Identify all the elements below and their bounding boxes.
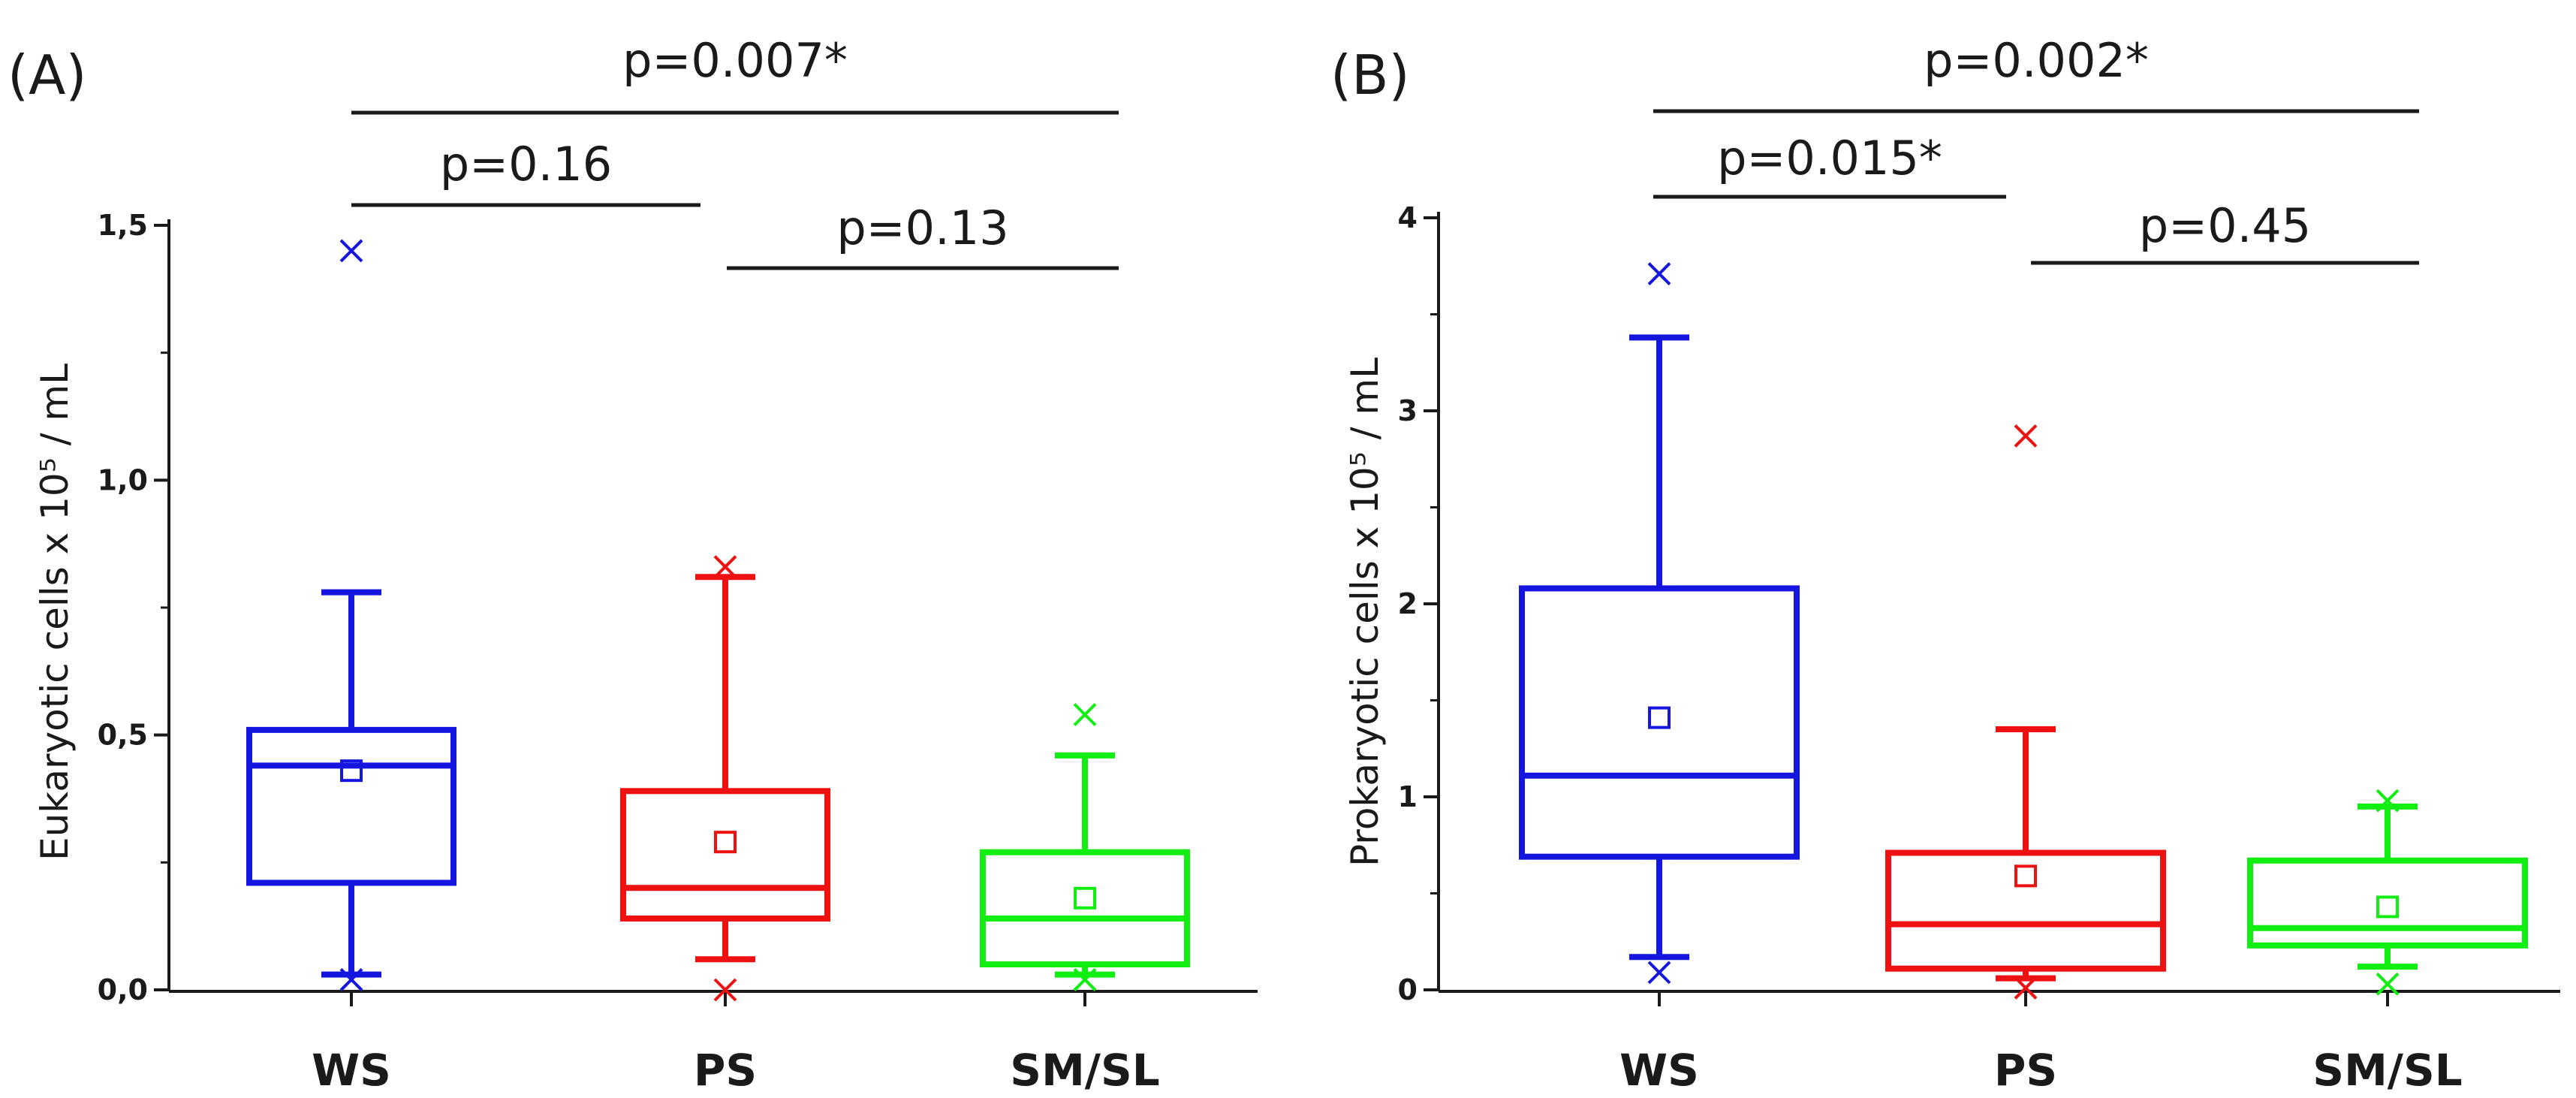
box-sm-sl [980, 703, 1190, 991]
y-tick-label: 1 [1398, 780, 1418, 813]
outlier-stroke [1647, 262, 1671, 285]
outlier-marker [2014, 424, 2038, 448]
box-body [1519, 585, 1800, 860]
outlier-marker [2376, 789, 2400, 813]
outlier-marker [713, 978, 737, 1002]
x-tick-label: SM/SL [2312, 1045, 2462, 1096]
outlier-stroke [1073, 968, 1097, 991]
outlier-stroke [713, 555, 737, 579]
y-tick-label: 0 [1398, 973, 1418, 1006]
mean-marker [2014, 864, 2037, 888]
mean-marker [1074, 886, 1096, 909]
p-value-label: p=0.16 [440, 137, 612, 192]
outlier-marker [339, 239, 363, 263]
outlier-stroke [339, 968, 363, 991]
outlier-marker [1073, 703, 1097, 726]
y-tick-label: 0,0 [98, 973, 148, 1006]
y-tick-label: 2 [1398, 587, 1418, 620]
outlier-marker [713, 555, 737, 579]
outlier-marker [1073, 968, 1097, 991]
x-tick-label: SM/SL [1010, 1045, 1159, 1096]
box-body [246, 726, 456, 886]
x-tick-label: WS [312, 1045, 391, 1096]
box-ws [246, 239, 456, 991]
y-tick-label: 1,0 [98, 463, 148, 496]
box-body [980, 849, 1190, 968]
panel-b: (B) 0 1 2 3 4 Prokaryotic cells x 10⁵ / mL WS PS… [1330, 33, 2560, 1096]
box-ps [1885, 424, 2166, 1000]
x-tick-label: WS [1619, 1045, 1699, 1096]
y-tick-label: 4 [1398, 201, 1418, 234]
panel-label: (B) [1330, 44, 1410, 107]
outlier-stroke [2014, 976, 2038, 1000]
y-axis-title: Prokaryotic cells x 10⁵ / mL [1343, 357, 1387, 867]
p-value-label: p=0.002* [1924, 33, 2149, 88]
y-tick-label: 0,5 [98, 719, 148, 752]
p-value-label: p=0.45 [2139, 198, 2311, 253]
mean-marker [1648, 706, 1671, 729]
y-tick-label: 1,5 [98, 209, 148, 242]
box-body [1885, 849, 2166, 972]
box-body [2247, 857, 2528, 949]
box-ps [620, 555, 830, 1002]
y-tick-label: 3 [1398, 394, 1418, 427]
mean-marker [340, 759, 363, 783]
panel-a: (A) 0,0 0,5 1,0 1,5 Eukaryotic cells x 10⁵ / … [8, 33, 1258, 1096]
x-tick-label: PS [694, 1045, 757, 1096]
p-value-label: p=0.13 [836, 201, 1008, 255]
outlier-marker [2376, 972, 2400, 996]
p-value-label: p=0.015* [1717, 131, 1942, 186]
mean-marker [714, 831, 737, 854]
box-ws [1519, 262, 1800, 985]
outlier-stroke [1073, 703, 1097, 726]
outlier-marker [1647, 262, 1671, 285]
outlier-marker [339, 968, 363, 991]
outlier-stroke [2376, 789, 2400, 813]
outlier-marker [1647, 961, 1671, 985]
box-sm-sl [2247, 789, 2528, 996]
outlier-stroke [339, 239, 363, 263]
outlier-stroke [2014, 424, 2038, 448]
box-body [620, 788, 830, 922]
outlier-stroke [713, 978, 737, 1002]
outlier-marker [2014, 976, 2038, 1000]
y-axis-title: Eukaryotic cells x 10⁵ / mL [33, 363, 77, 861]
panel-label: (A) [8, 44, 86, 107]
p-value-label: p=0.007* [622, 33, 848, 88]
outlier-stroke [1647, 961, 1671, 985]
x-tick-label: PS [1994, 1045, 2057, 1096]
outlier-stroke [2376, 972, 2400, 996]
mean-marker [2376, 895, 2399, 919]
